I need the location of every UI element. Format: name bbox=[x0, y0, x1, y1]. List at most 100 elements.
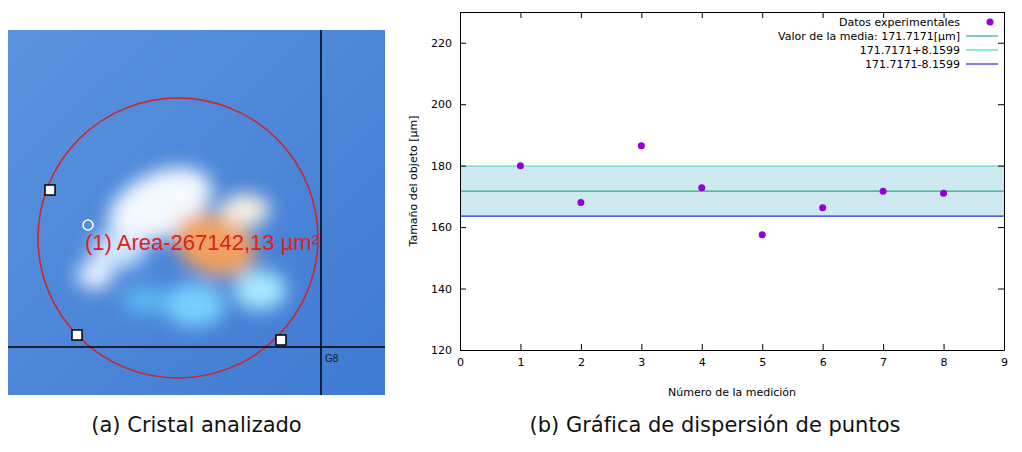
y-axis-right bbox=[998, 13, 1005, 351]
tick: 4 bbox=[699, 344, 706, 369]
tick-mark bbox=[460, 289, 466, 290]
axis-line bbox=[1004, 13, 1005, 351]
point bbox=[698, 184, 705, 191]
tick: 8 bbox=[941, 344, 948, 369]
area-label: (1) Area-267142,13 µm² bbox=[85, 230, 319, 255]
tick-label: 7 bbox=[880, 356, 887, 369]
panel-a: G8 (1) Area-267142,13 µm² bbox=[8, 30, 385, 395]
tick-mark bbox=[460, 43, 466, 44]
legend-line bbox=[966, 35, 998, 36]
tick: 3 bbox=[638, 344, 645, 369]
handle bbox=[45, 185, 55, 195]
tick bbox=[998, 104, 1004, 105]
tick-label: 6 bbox=[820, 356, 827, 369]
legend-line bbox=[966, 49, 998, 50]
tick-mark bbox=[702, 344, 703, 350]
tick-mark bbox=[460, 104, 466, 105]
tick-mark bbox=[998, 350, 1004, 351]
tick-mark bbox=[641, 12, 642, 18]
tick-mark bbox=[460, 166, 466, 167]
tick-label: 140 bbox=[431, 283, 452, 296]
point bbox=[759, 231, 766, 238]
tick bbox=[998, 289, 1004, 290]
tick: 1 bbox=[517, 344, 524, 369]
crystal-part bbox=[77, 261, 113, 289]
tick-mark bbox=[998, 43, 1004, 44]
series-line bbox=[460, 216, 1004, 217]
tick-mark bbox=[823, 12, 824, 18]
tick: 180 bbox=[431, 160, 466, 173]
tick-mark bbox=[460, 350, 466, 351]
tick-mark bbox=[998, 227, 1004, 228]
tick-mark bbox=[520, 12, 521, 18]
legend-label: Valor de la media: 171.7171[µm] bbox=[778, 30, 960, 43]
tick-mark bbox=[702, 12, 703, 18]
tick bbox=[998, 350, 1004, 351]
tick-mark bbox=[641, 344, 642, 350]
grid-line bbox=[8, 346, 385, 348]
tick-label: 4 bbox=[699, 356, 706, 369]
caption: (b) Gráfica de dispersión de puntos bbox=[530, 413, 901, 437]
point bbox=[940, 190, 947, 197]
tick-label: 3 bbox=[638, 356, 645, 369]
tick-mark bbox=[998, 104, 1004, 105]
tick-label: 1 bbox=[517, 356, 524, 369]
tick-label: 220 bbox=[431, 37, 452, 50]
tick: 2 bbox=[578, 344, 585, 369]
grid-label: G8 bbox=[325, 353, 339, 364]
band bbox=[460, 166, 1004, 216]
tick-mark bbox=[581, 344, 582, 350]
axis-line bbox=[460, 13, 461, 351]
tick-mark bbox=[762, 12, 763, 18]
tick bbox=[581, 12, 582, 18]
tick bbox=[998, 166, 1004, 167]
y-axis: 120 140 160 180 200 220 bbox=[431, 13, 466, 358]
tick-mark bbox=[883, 344, 884, 350]
axis-line bbox=[461, 350, 1005, 351]
legend-label: 171.7171-8.1599 bbox=[865, 58, 960, 71]
tick-mark bbox=[944, 344, 945, 350]
x-axis: 0 1 2 3 4 5 6 7 8 9 bbox=[457, 344, 1008, 369]
panel-b: 0 1 2 3 4 5 6 7 8 9 120 140 160 180 200 220 Tamaño del o… bbox=[407, 12, 1008, 399]
legend-marker bbox=[987, 19, 994, 26]
tick: 7 bbox=[880, 344, 887, 369]
tick bbox=[702, 12, 703, 18]
tick bbox=[641, 12, 642, 18]
tick-label: 200 bbox=[431, 98, 452, 111]
tick: 160 bbox=[431, 221, 466, 234]
tick bbox=[998, 43, 1004, 44]
point bbox=[517, 162, 524, 169]
axis-line bbox=[461, 12, 1005, 13]
tick-label: 0 bbox=[457, 356, 464, 369]
x-axis-title: Número de la medición bbox=[668, 386, 796, 399]
photo bbox=[8, 30, 385, 395]
tick-mark bbox=[581, 12, 582, 18]
legend: Datos experimentalesValor de la media: 1… bbox=[778, 16, 998, 71]
tick-label: 9 bbox=[1001, 356, 1008, 369]
tick: 140 bbox=[431, 283, 466, 296]
tick-label: 160 bbox=[431, 221, 452, 234]
crystal-part bbox=[234, 270, 286, 310]
photo-background bbox=[8, 30, 385, 395]
series-line bbox=[460, 165, 1004, 166]
y-axis-title: Tamaño del objeto [µm] bbox=[407, 116, 420, 248]
point bbox=[638, 142, 645, 149]
tick-mark bbox=[520, 344, 521, 350]
tick: 220 bbox=[431, 37, 466, 50]
tick-label: 5 bbox=[759, 356, 766, 369]
tick-label: 180 bbox=[431, 160, 452, 173]
point bbox=[880, 188, 887, 195]
tick-label: 8 bbox=[941, 356, 948, 369]
tick-mark bbox=[823, 344, 824, 350]
tick bbox=[998, 227, 1004, 228]
tick-label: 120 bbox=[431, 344, 452, 357]
handle bbox=[72, 330, 82, 340]
tick: 120 bbox=[431, 344, 466, 357]
tick: 6 bbox=[820, 344, 827, 369]
series-line bbox=[460, 190, 1004, 191]
legend-label: Datos experimentales bbox=[839, 16, 960, 29]
handle bbox=[276, 335, 286, 345]
tick bbox=[823, 12, 824, 18]
tick bbox=[520, 12, 521, 18]
tick: 5 bbox=[759, 344, 766, 369]
